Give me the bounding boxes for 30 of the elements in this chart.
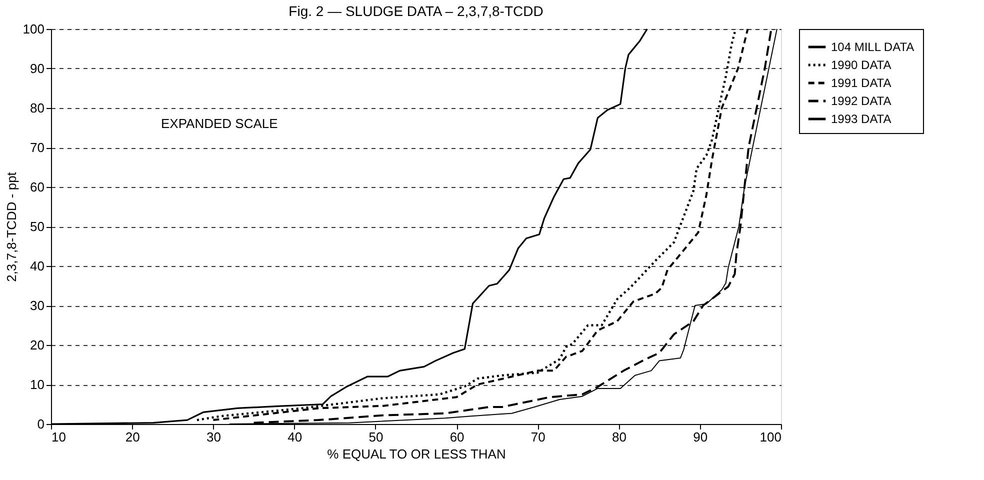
x-tick-label: 80 bbox=[612, 430, 627, 444]
y-tick-label: 20 bbox=[30, 338, 44, 352]
y-tick-label: 40 bbox=[30, 258, 44, 274]
x-tick-label: 90 bbox=[693, 430, 708, 444]
y-tick-label: 70 bbox=[30, 140, 44, 155]
legend-label: 104 MILL DATA bbox=[831, 40, 914, 54]
x-tick-label: 60 bbox=[450, 430, 464, 444]
legend-label: 1992 DATA bbox=[831, 94, 892, 108]
x-tick-label: 70 bbox=[530, 430, 546, 444]
x-tick-label: 40 bbox=[288, 430, 302, 444]
x-tick-label: 50 bbox=[368, 430, 384, 444]
x-tick-label: 20 bbox=[125, 430, 140, 444]
y-tick-label: 60 bbox=[30, 180, 44, 194]
x-tick-label: 10 bbox=[52, 430, 66, 444]
y-tick-label: 50 bbox=[30, 219, 44, 234]
y-tick-label: 90 bbox=[30, 61, 44, 76]
y-tick-label: 30 bbox=[30, 298, 44, 313]
annotation: EXPANDED SCALE bbox=[161, 116, 278, 131]
y-tick-label: 80 bbox=[30, 100, 44, 116]
x-axis-title: % EQUAL TO OR LESS THAN bbox=[327, 446, 506, 462]
x-tick-label: 30 bbox=[206, 430, 221, 444]
legend-label: 1991 DATA bbox=[831, 76, 892, 90]
y-axis-title: 2,3,7,8-TCDD - ppt bbox=[4, 172, 19, 282]
y-tick-label: 10 bbox=[30, 377, 44, 392]
legend-label: 1990 DATA bbox=[831, 58, 892, 72]
x-tick-label: 100 bbox=[760, 430, 782, 444]
legend-label: 1993 DATA bbox=[831, 112, 892, 126]
y-tick-label: 0 bbox=[37, 416, 44, 432]
chart-title: Fig. 2 — SLUDGE DATA – 2,3,7,8-TCDD bbox=[288, 3, 544, 19]
y-tick-label: 100 bbox=[22, 22, 44, 36]
